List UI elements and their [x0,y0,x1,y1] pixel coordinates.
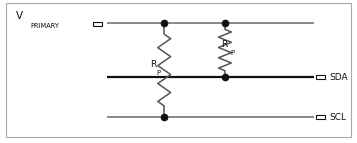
Bar [316,115,325,119]
Bar [93,22,102,26]
Text: R: R [221,40,228,49]
Text: P: P [157,70,161,76]
Text: SCL: SCL [329,113,346,122]
Text: V: V [16,11,23,21]
Bar [316,75,325,79]
Text: P: P [230,50,235,56]
Text: R: R [150,60,156,69]
Text: PRIMARY: PRIMARY [30,23,59,29]
Text: SDA: SDA [329,73,348,82]
